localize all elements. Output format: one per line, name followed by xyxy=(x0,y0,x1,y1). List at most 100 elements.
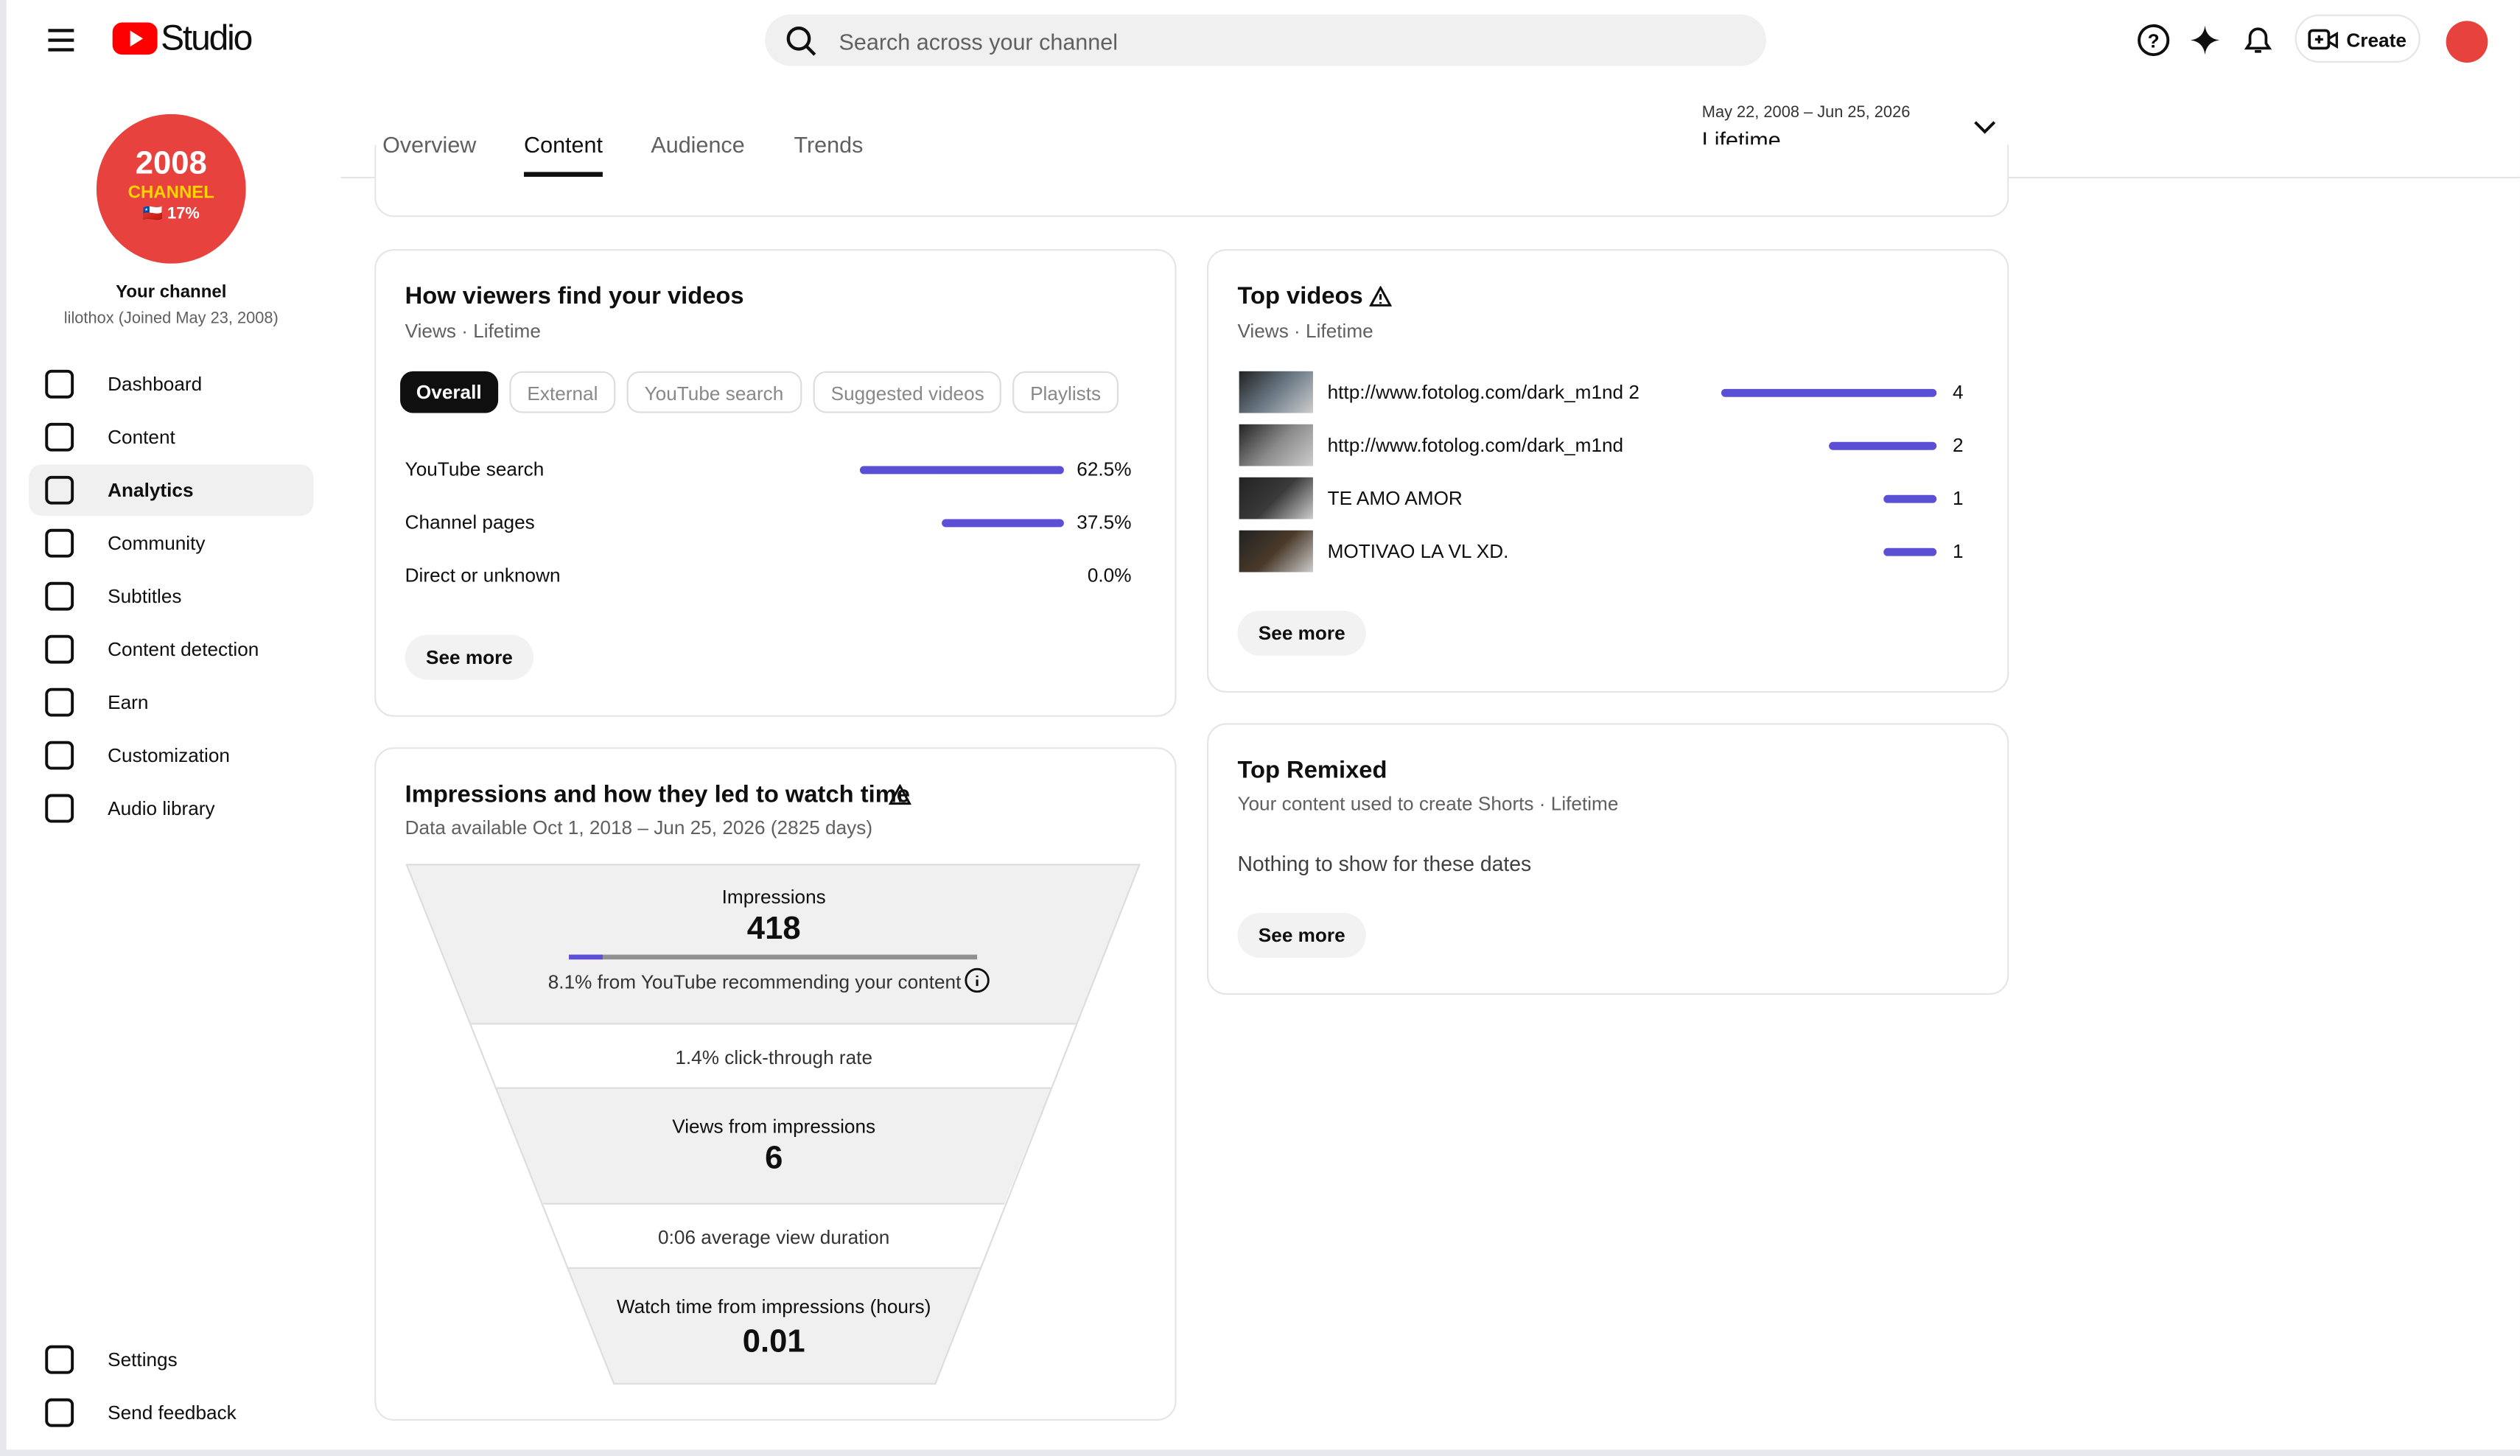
bar xyxy=(860,466,1064,475)
row-label: YouTube search xyxy=(405,458,545,481)
see-more[interactable]: See more xyxy=(1237,912,1367,958)
row-label: Channel pages xyxy=(405,511,535,534)
channel-title: Your channel xyxy=(116,282,227,303)
row-value: 0.0% xyxy=(1087,564,1132,587)
date-range[interactable]: May 22, 2008 – Jun 25, 2026 xyxy=(1701,104,1911,122)
card-title: Impressions and how they led to watch ti… xyxy=(405,781,911,809)
video-views: 1 xyxy=(1953,486,1964,510)
avatar-text: 🇨🇱 17% xyxy=(142,206,200,224)
thumbnail[interactable] xyxy=(1239,530,1313,573)
video-title[interactable]: http://www.fotolog.com/dark_m1nd xyxy=(1327,433,1624,457)
thumbnail[interactable] xyxy=(1239,424,1313,466)
chip[interactable]: YouTube search xyxy=(626,371,802,413)
funnel-label: Watch time from impressions (hours) xyxy=(616,1295,931,1318)
nav-item[interactable]: Audio library xyxy=(108,797,215,820)
funnel-label: Views from impressions xyxy=(672,1115,876,1138)
funnel-value: 0.01 xyxy=(742,1324,805,1360)
nav-icon xyxy=(45,741,74,770)
funnel-ctr: 1.4% click-through rate xyxy=(675,1046,873,1069)
nav-item[interactable]: Community xyxy=(108,531,206,555)
row-value: 37.5% xyxy=(1077,511,1132,534)
menu-icon[interactable] xyxy=(42,23,80,58)
bar xyxy=(1829,441,1937,450)
video-views: 4 xyxy=(1953,380,1964,404)
nav-icon xyxy=(45,475,74,505)
video-title[interactable]: MOTIVAO LA VL XD. xyxy=(1327,539,1509,563)
funnel-label: Impressions xyxy=(721,885,826,909)
bar xyxy=(1883,494,1937,503)
search-placeholder: Search across your channel xyxy=(839,29,1119,55)
row-value: 62.5% xyxy=(1077,458,1132,481)
video-views: 1 xyxy=(1953,539,1964,563)
nav-item[interactable]: Customization xyxy=(108,743,230,767)
chip[interactable]: Suggested videos xyxy=(813,371,1002,413)
see-more[interactable]: See more xyxy=(405,634,534,680)
card-subtitle: Views · Lifetime xyxy=(1237,320,1373,343)
nav-icon xyxy=(45,1398,74,1427)
nav-icon xyxy=(45,581,74,611)
video-title[interactable]: http://www.fotolog.com/dark_m1nd 2 xyxy=(1327,380,1639,404)
bar xyxy=(941,519,1064,528)
search-box[interactable] xyxy=(765,14,1767,66)
logo-icon[interactable] xyxy=(106,21,158,56)
avatar-text: CHANNEL xyxy=(127,183,214,203)
nav-item[interactable]: Dashboard xyxy=(108,373,203,396)
nav-item[interactable]: Analytics xyxy=(108,478,194,502)
funnel-value: 418 xyxy=(746,911,801,947)
nav-item[interactable]: Subtitles xyxy=(108,584,182,608)
see-more[interactable]: See more xyxy=(1237,610,1367,656)
search-icon xyxy=(786,26,816,56)
card-subtitle: Views · Lifetime xyxy=(405,320,541,343)
warning-icon[interactable] xyxy=(1369,286,1392,307)
thumbnail[interactable] xyxy=(1239,477,1313,519)
card-title: Top Remixed xyxy=(1237,757,1387,785)
bar xyxy=(1721,388,1937,397)
account-avatar[interactable] xyxy=(2444,19,2489,64)
tab[interactable]: Content xyxy=(524,131,603,158)
create-icon xyxy=(2308,29,2338,50)
nav-item[interactable]: Content xyxy=(108,425,175,449)
video-views: 2 xyxy=(1953,433,1964,457)
funnel-note: 8.1% from YouTube recommending your cont… xyxy=(547,970,962,993)
nav-icon xyxy=(45,369,74,399)
chip[interactable]: Overall xyxy=(400,371,498,413)
video-title[interactable]: TE AMO AMOR xyxy=(1327,486,1463,510)
nav-item[interactable]: Settings xyxy=(108,1348,178,1371)
nav-active xyxy=(29,464,314,517)
tab[interactable]: Audience xyxy=(651,131,745,158)
channel-avatar[interactable] xyxy=(96,113,246,264)
nav-icon xyxy=(45,1345,74,1374)
tab[interactable]: Trends xyxy=(794,131,864,158)
logo[interactable]: Studio xyxy=(161,17,253,58)
nav-icon xyxy=(45,634,74,664)
avatar-text: 2008 xyxy=(135,146,207,182)
empty-message: Nothing to show for these dates xyxy=(1237,851,1532,876)
channel-sub: lilothox (Joined May 23, 2008) xyxy=(63,309,279,328)
card-subtitle: Data available Oct 1, 2018 – Jun 25, 202… xyxy=(405,816,873,839)
card-title: How viewers find your videos xyxy=(405,282,744,310)
funnel-value: 6 xyxy=(765,1141,783,1177)
nav-item[interactable]: Send feedback xyxy=(108,1401,237,1424)
create-label: Create xyxy=(2346,29,2407,52)
nav-icon xyxy=(45,528,74,558)
create-button[interactable] xyxy=(2295,14,2421,63)
funnel-duration: 0:06 average view duration xyxy=(658,1226,890,1249)
svg-text:?: ? xyxy=(2148,29,2160,52)
header-icons[interactable]: ? xyxy=(2136,23,2284,61)
nav-item[interactable]: Earn xyxy=(108,690,149,714)
tab-underline xyxy=(524,172,603,177)
chip[interactable]: External xyxy=(509,371,616,413)
partial-card xyxy=(374,144,2009,217)
card-subtitle: Your content used to create Shorts · Lif… xyxy=(1237,792,1619,815)
warning-icon[interactable] xyxy=(889,784,911,805)
tab[interactable]: Overview xyxy=(382,131,477,158)
chip[interactable]: Playlists xyxy=(1012,371,1119,413)
thumbnail[interactable] xyxy=(1239,371,1313,413)
row-label: Direct or unknown xyxy=(405,564,561,587)
chevron[interactable] xyxy=(1973,119,1996,135)
card-title: Top videos xyxy=(1237,282,1363,310)
nav-icon xyxy=(45,422,74,452)
nav-item[interactable]: Content detection xyxy=(108,637,259,661)
